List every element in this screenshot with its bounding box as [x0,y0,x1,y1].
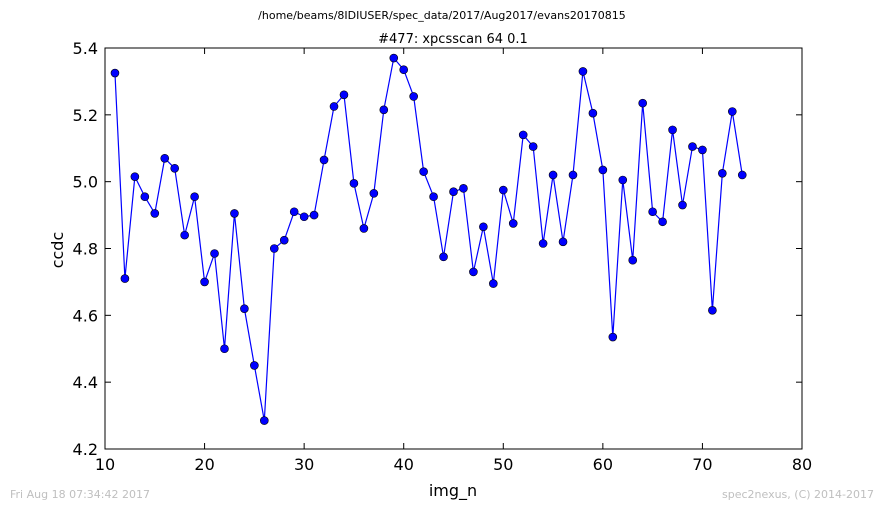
y-tick-label: 4.2 [73,440,98,459]
data-point [538,239,548,248]
data-point [459,184,468,193]
credit-footer: spec2nexus, (C) 2014-2017 [722,488,874,501]
data-point [160,153,170,163]
data-point [678,200,687,210]
y-tick-label: 4.8 [73,240,98,259]
x-tick-label: 80 [792,455,812,474]
data-point [568,170,578,180]
plot-area [104,47,803,450]
data-point [389,53,399,63]
series-line [114,56,743,421]
data-point [409,92,418,101]
data-point [718,169,727,178]
x-tick-label: 50 [493,455,513,474]
y-tick-label: 5.4 [73,39,98,58]
data-point [269,244,279,253]
data-point [598,165,608,175]
data-point [688,142,697,151]
data-point [518,130,528,140]
data-point [548,170,558,180]
data-point [180,230,189,240]
data-point [130,172,140,181]
data-point [170,164,179,173]
data-point [727,107,737,116]
data-point [150,209,160,218]
data-point [668,125,677,135]
x-tick-label: 30 [294,455,314,474]
data-point [250,361,259,370]
timestamp-footer: Fri Aug 18 07:34:42 2017 [10,488,150,501]
x-axis-label: img_n [429,481,477,501]
data-point [489,279,498,288]
data-point [429,192,438,201]
data-point [110,68,120,78]
data-point [299,212,309,222]
data-point [369,189,379,198]
data-point [648,207,657,217]
data-point [210,249,219,258]
y-tick-label: 5.0 [73,173,98,192]
x-tick-label: 40 [394,455,414,474]
figure-suptitle: /home/beams/8IDIUSER/spec_data/2017/Aug2… [258,9,626,22]
data-point [399,65,409,75]
x-tick-label: 10 [95,455,115,474]
chart-title: #477: xpcsscan 64 0.1 [378,32,528,47]
data-point [508,219,518,228]
data-point [289,207,299,217]
x-tick-label: 20 [194,455,214,474]
axis-ticks: 10 20 30 40 50 60 70 80 4.2 4.4 4.6 4.8 5.0 5.2 5.4 [73,39,813,474]
data-point [120,274,130,283]
data-point [449,187,458,196]
data-point [737,170,747,180]
y-tick-label: 4.6 [73,306,98,325]
data-point [419,167,428,176]
data-point [379,105,389,115]
data-point [578,67,588,76]
x-tick-label: 60 [593,455,613,474]
data-series [110,53,747,425]
data-point [588,108,598,118]
data-point [558,237,568,247]
data-point [200,277,209,287]
data-point [240,304,249,313]
data-point [319,155,329,165]
data-point [528,142,538,151]
data-point [498,185,508,195]
data-point [479,222,488,232]
y-tick-label: 5.2 [73,106,98,125]
data-point [220,344,229,354]
data-point [359,224,369,233]
data-point [339,90,349,100]
data-point [698,145,707,155]
data-point [608,332,618,342]
data-point [469,267,478,277]
data-point [628,255,638,265]
data-point [309,210,319,220]
data-point [658,217,667,227]
y-tick-label: 4.4 [73,373,98,392]
data-point [329,102,339,111]
data-point [638,98,647,108]
data-point [140,192,150,201]
y-axis-label: ccdc [48,232,67,269]
data-point [230,209,239,218]
data-point [260,416,269,425]
data-point [279,235,289,245]
data-point [708,306,717,315]
data-point [618,175,628,185]
data-point [439,252,448,262]
x-tick-label: 70 [692,455,712,474]
data-point [349,179,359,188]
data-point [190,192,199,201]
